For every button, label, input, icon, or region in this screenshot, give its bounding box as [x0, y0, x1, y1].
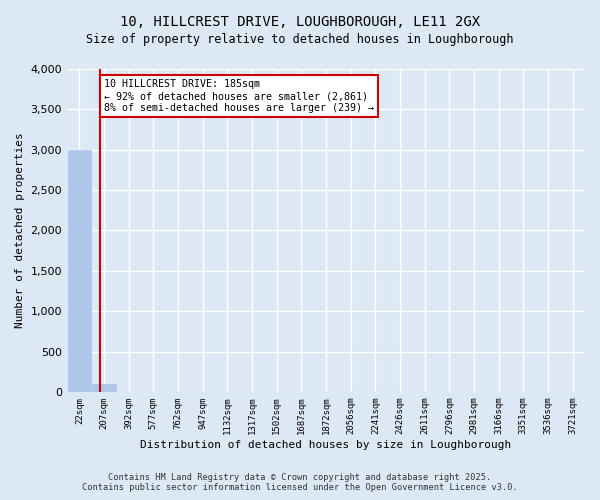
Y-axis label: Number of detached properties: Number of detached properties — [15, 132, 25, 328]
X-axis label: Distribution of detached houses by size in Loughborough: Distribution of detached houses by size … — [140, 440, 512, 450]
Bar — [92, 384, 116, 392]
Text: Size of property relative to detached houses in Loughborough: Size of property relative to detached ho… — [86, 32, 514, 46]
Text: 10, HILLCREST DRIVE, LOUGHBOROUGH, LE11 2GX: 10, HILLCREST DRIVE, LOUGHBOROUGH, LE11 … — [120, 15, 480, 29]
Text: 10 HILLCREST DRIVE: 185sqm
← 92% of detached houses are smaller (2,861)
8% of se: 10 HILLCREST DRIVE: 185sqm ← 92% of deta… — [104, 80, 374, 112]
Text: Contains HM Land Registry data © Crown copyright and database right 2025.
Contai: Contains HM Land Registry data © Crown c… — [82, 473, 518, 492]
Bar — [68, 150, 91, 392]
